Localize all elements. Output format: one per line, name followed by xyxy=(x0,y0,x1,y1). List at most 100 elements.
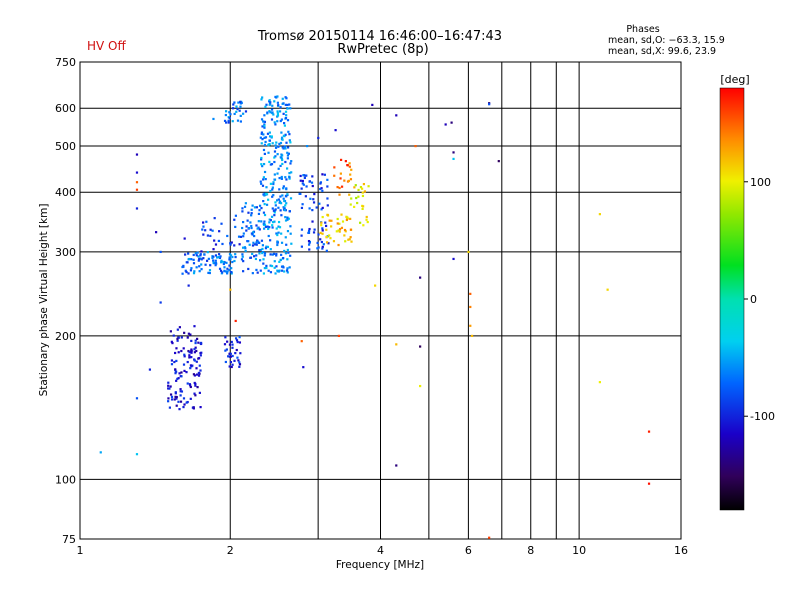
data-point xyxy=(284,103,287,106)
data-point xyxy=(279,164,282,168)
data-point xyxy=(278,201,281,204)
data-point xyxy=(241,207,244,210)
data-point xyxy=(189,333,192,336)
data-point xyxy=(336,222,339,225)
data-point xyxy=(321,215,324,219)
data-point xyxy=(240,258,244,261)
data-point xyxy=(242,260,245,263)
data-point xyxy=(202,233,205,236)
data-point xyxy=(236,356,239,359)
data-point xyxy=(267,151,270,154)
data-point xyxy=(279,119,282,123)
data-point xyxy=(269,163,272,166)
data-point xyxy=(284,116,288,120)
data-point xyxy=(283,270,286,273)
data-point xyxy=(300,234,303,237)
data-point xyxy=(176,337,179,340)
data-point xyxy=(308,180,311,183)
data-point xyxy=(277,225,280,228)
data-point xyxy=(263,267,266,270)
data-point xyxy=(221,271,224,274)
data-point xyxy=(276,112,280,115)
data-point xyxy=(282,112,285,115)
data-point xyxy=(277,167,280,170)
data-point xyxy=(300,245,303,248)
data-point xyxy=(183,355,186,358)
data-point xyxy=(239,100,242,103)
data-point xyxy=(350,240,353,243)
data-point xyxy=(269,271,273,274)
data-point xyxy=(329,237,332,240)
data-point xyxy=(266,132,270,135)
data-point xyxy=(269,182,273,185)
data-point xyxy=(230,340,233,344)
data-point xyxy=(357,188,360,192)
data-point xyxy=(167,384,170,387)
data-point xyxy=(338,222,341,225)
data-point xyxy=(189,397,192,400)
data-point xyxy=(283,207,286,210)
data-point xyxy=(282,185,285,188)
data-point xyxy=(254,257,258,261)
data-point xyxy=(261,165,264,168)
data-point xyxy=(175,359,178,363)
data-point xyxy=(348,238,351,241)
data-point xyxy=(188,351,191,354)
data-point xyxy=(239,352,242,355)
data-point xyxy=(135,207,139,210)
data-point xyxy=(176,328,179,331)
data-point xyxy=(277,206,280,209)
grid-lines xyxy=(80,62,681,539)
data-point xyxy=(167,381,170,384)
data-point xyxy=(218,253,221,256)
data-point xyxy=(253,243,256,246)
data-point xyxy=(598,381,601,384)
data-point xyxy=(261,184,265,187)
data-point xyxy=(267,234,270,238)
data-point xyxy=(467,250,470,254)
data-point xyxy=(288,210,291,213)
data-point xyxy=(255,224,258,227)
data-point xyxy=(263,123,266,126)
data-point xyxy=(252,241,255,244)
data-point xyxy=(300,206,304,210)
data-point xyxy=(334,129,337,132)
data-point xyxy=(289,107,292,110)
data-point xyxy=(176,377,179,380)
data-point xyxy=(135,171,139,174)
data-point xyxy=(286,271,289,274)
data-point xyxy=(268,109,271,113)
data-point xyxy=(288,176,291,179)
data-point xyxy=(321,189,324,192)
data-point xyxy=(265,186,268,189)
data-point xyxy=(452,157,455,161)
data-point xyxy=(269,101,272,104)
data-point xyxy=(197,255,200,258)
data-point xyxy=(302,366,305,369)
data-point xyxy=(311,175,314,178)
data-point xyxy=(279,202,283,205)
data-point xyxy=(175,347,178,350)
data-point xyxy=(190,349,193,352)
data-point xyxy=(339,158,343,161)
data-point xyxy=(255,254,258,257)
data-point xyxy=(244,110,248,113)
data-point xyxy=(276,269,279,272)
data-point xyxy=(186,360,189,364)
data-point xyxy=(225,261,228,264)
data-point xyxy=(310,181,314,184)
data-point xyxy=(286,193,289,196)
data-point xyxy=(255,206,259,209)
data-point xyxy=(263,213,267,217)
data-point xyxy=(333,166,336,169)
data-point xyxy=(339,172,342,175)
data-point xyxy=(242,112,245,115)
data-points xyxy=(99,95,651,539)
data-point xyxy=(177,377,180,380)
data-point xyxy=(269,189,272,193)
data-point xyxy=(265,245,268,248)
data-point xyxy=(271,253,274,256)
data-point xyxy=(265,266,268,270)
data-point xyxy=(249,221,252,224)
data-point xyxy=(273,260,276,263)
